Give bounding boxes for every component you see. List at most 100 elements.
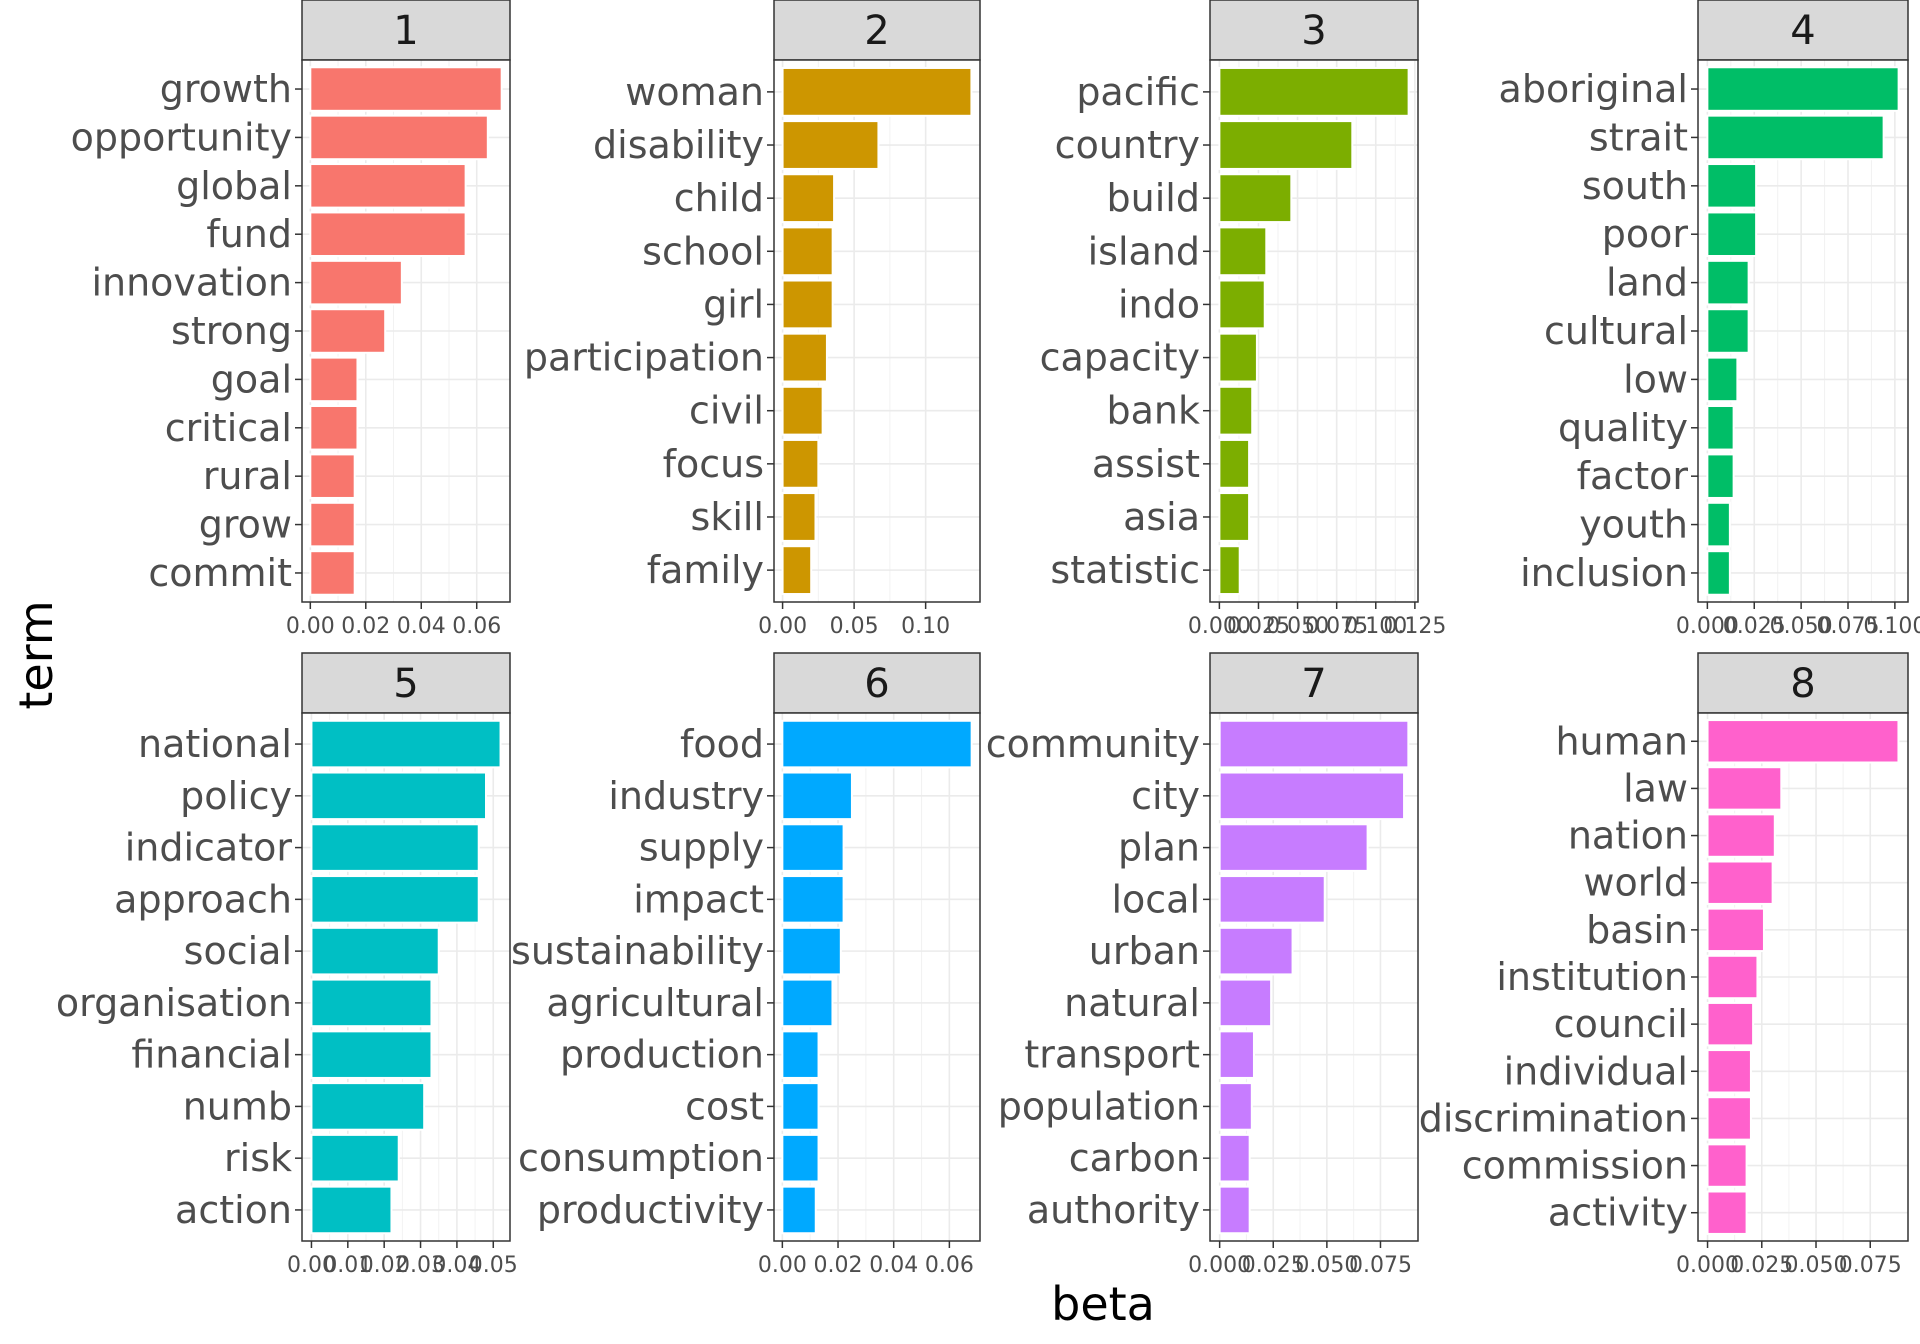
term-label: cost	[685, 1084, 764, 1128]
facet-panel-3: 3 pacific country build island indo capacity ba…	[1040, 0, 1446, 639]
x-tick-label: 0.075	[1305, 614, 1368, 639]
bar-quality	[1706, 405, 1735, 451]
x-tick-label: 0.100	[1863, 614, 1920, 639]
x-tick-label: 0.06	[452, 614, 501, 639]
term-label: pacific	[1076, 70, 1200, 114]
x-tick-label: 0.00	[287, 1253, 336, 1278]
bar-assist	[1218, 438, 1251, 489]
facet-strip-label: 6	[864, 661, 889, 707]
term-label: community	[986, 722, 1200, 766]
x-tick-label: 0.01	[323, 1253, 372, 1278]
term-label: nation	[1568, 814, 1688, 858]
facet-strip	[301, 652, 511, 714]
term-label: school	[642, 229, 764, 273]
bar-sustainability	[781, 926, 842, 976]
bar-participation	[781, 332, 828, 383]
bar-asia	[1218, 492, 1251, 542]
x-tick-label: 0.050	[1295, 1253, 1358, 1278]
bar-south	[1706, 163, 1758, 209]
term-label: civil	[689, 389, 764, 433]
term-label: statistic	[1050, 548, 1200, 592]
term-label: transport	[1024, 1033, 1200, 1077]
term-label: indicator	[125, 826, 293, 870]
bar-agricultural	[781, 978, 834, 1028]
bar-natural	[1218, 978, 1273, 1028]
bar-city	[1218, 771, 1406, 821]
term-label: city	[1131, 774, 1200, 818]
x-tick-label: 0.025	[1730, 1253, 1793, 1278]
term-label: population	[998, 1084, 1200, 1128]
bar-national	[310, 719, 502, 769]
term-label: authority	[1027, 1188, 1200, 1232]
bar-individual	[1706, 1049, 1752, 1094]
x-tick-label: 0.100	[1344, 614, 1407, 639]
x-tick-label: 0.02	[360, 1253, 409, 1278]
panel-border	[1209, 59, 1419, 603]
panel-border	[1209, 712, 1419, 1242]
bar-authority	[1218, 1185, 1251, 1235]
facet-strip-label: 4	[1790, 8, 1815, 54]
bar-opportunity	[309, 114, 489, 161]
term-label: local	[1111, 877, 1200, 921]
bar-pacific	[1218, 66, 1410, 117]
bar-commit	[309, 550, 356, 596]
term-label: plan	[1118, 826, 1200, 870]
term-label: action	[175, 1188, 292, 1232]
bar-land	[1706, 259, 1750, 306]
term-label: strong	[171, 309, 292, 353]
term-label: national	[138, 722, 292, 766]
term-label: productivity	[537, 1188, 764, 1232]
term-label: critical	[165, 406, 292, 450]
x-tick-label: 0.050	[1785, 1253, 1848, 1278]
panel-border	[301, 712, 511, 1242]
term-label: individual	[1504, 1049, 1688, 1093]
x-tick-label: 0.10	[901, 614, 950, 639]
term-label: capacity	[1040, 336, 1200, 380]
term-label: consumption	[518, 1136, 764, 1180]
term-label: bank	[1107, 389, 1201, 433]
term-label: sustainability	[511, 929, 764, 973]
term-label: food	[680, 722, 764, 766]
term-label: policy	[180, 774, 292, 818]
x-tick-label: 0.04	[397, 614, 446, 639]
term-label: woman	[625, 70, 764, 114]
bar-consumption	[781, 1133, 820, 1183]
bar-goal	[309, 356, 359, 403]
bar-plan	[1218, 823, 1369, 872]
bar-activity	[1706, 1190, 1748, 1235]
x-tick-label: 0.05	[469, 1253, 518, 1278]
bar-industry	[781, 771, 853, 821]
bar-local	[1218, 875, 1326, 924]
bar-supply	[781, 823, 845, 872]
bar-council	[1706, 1001, 1755, 1047]
term-label: family	[647, 548, 764, 592]
bar-social	[310, 926, 440, 976]
bar-island	[1218, 226, 1268, 277]
x-tick-label: 0.02	[341, 614, 390, 639]
bar-innovation	[309, 259, 403, 306]
x-tick-label: 0.03	[396, 1253, 445, 1278]
x-tick-label: 0.025	[1723, 614, 1786, 639]
term-label: activity	[1548, 1191, 1688, 1235]
bar-strait	[1706, 114, 1885, 161]
bar-growth	[309, 66, 503, 112]
bar-indicator	[310, 823, 480, 872]
term-label: skill	[691, 495, 764, 539]
term-label: focus	[663, 442, 764, 486]
term-label: commit	[148, 551, 292, 595]
x-tick-label: 0.000	[1188, 614, 1251, 639]
term-label: participation	[524, 336, 764, 380]
term-label: council	[1554, 1002, 1688, 1046]
x-tick-label: 0.00	[758, 614, 807, 639]
term-label: production	[560, 1033, 764, 1077]
x-tick-label: 0.075	[1817, 614, 1880, 639]
facet-strip-label: 5	[393, 661, 418, 707]
bar-basin	[1706, 907, 1765, 953]
term-label: island	[1088, 229, 1200, 273]
term-label: grow	[199, 503, 292, 547]
term-label: youth	[1579, 503, 1688, 547]
bar-capacity	[1218, 332, 1258, 383]
bar-civil	[781, 385, 824, 436]
x-tick-label: 0.050	[1770, 614, 1833, 639]
